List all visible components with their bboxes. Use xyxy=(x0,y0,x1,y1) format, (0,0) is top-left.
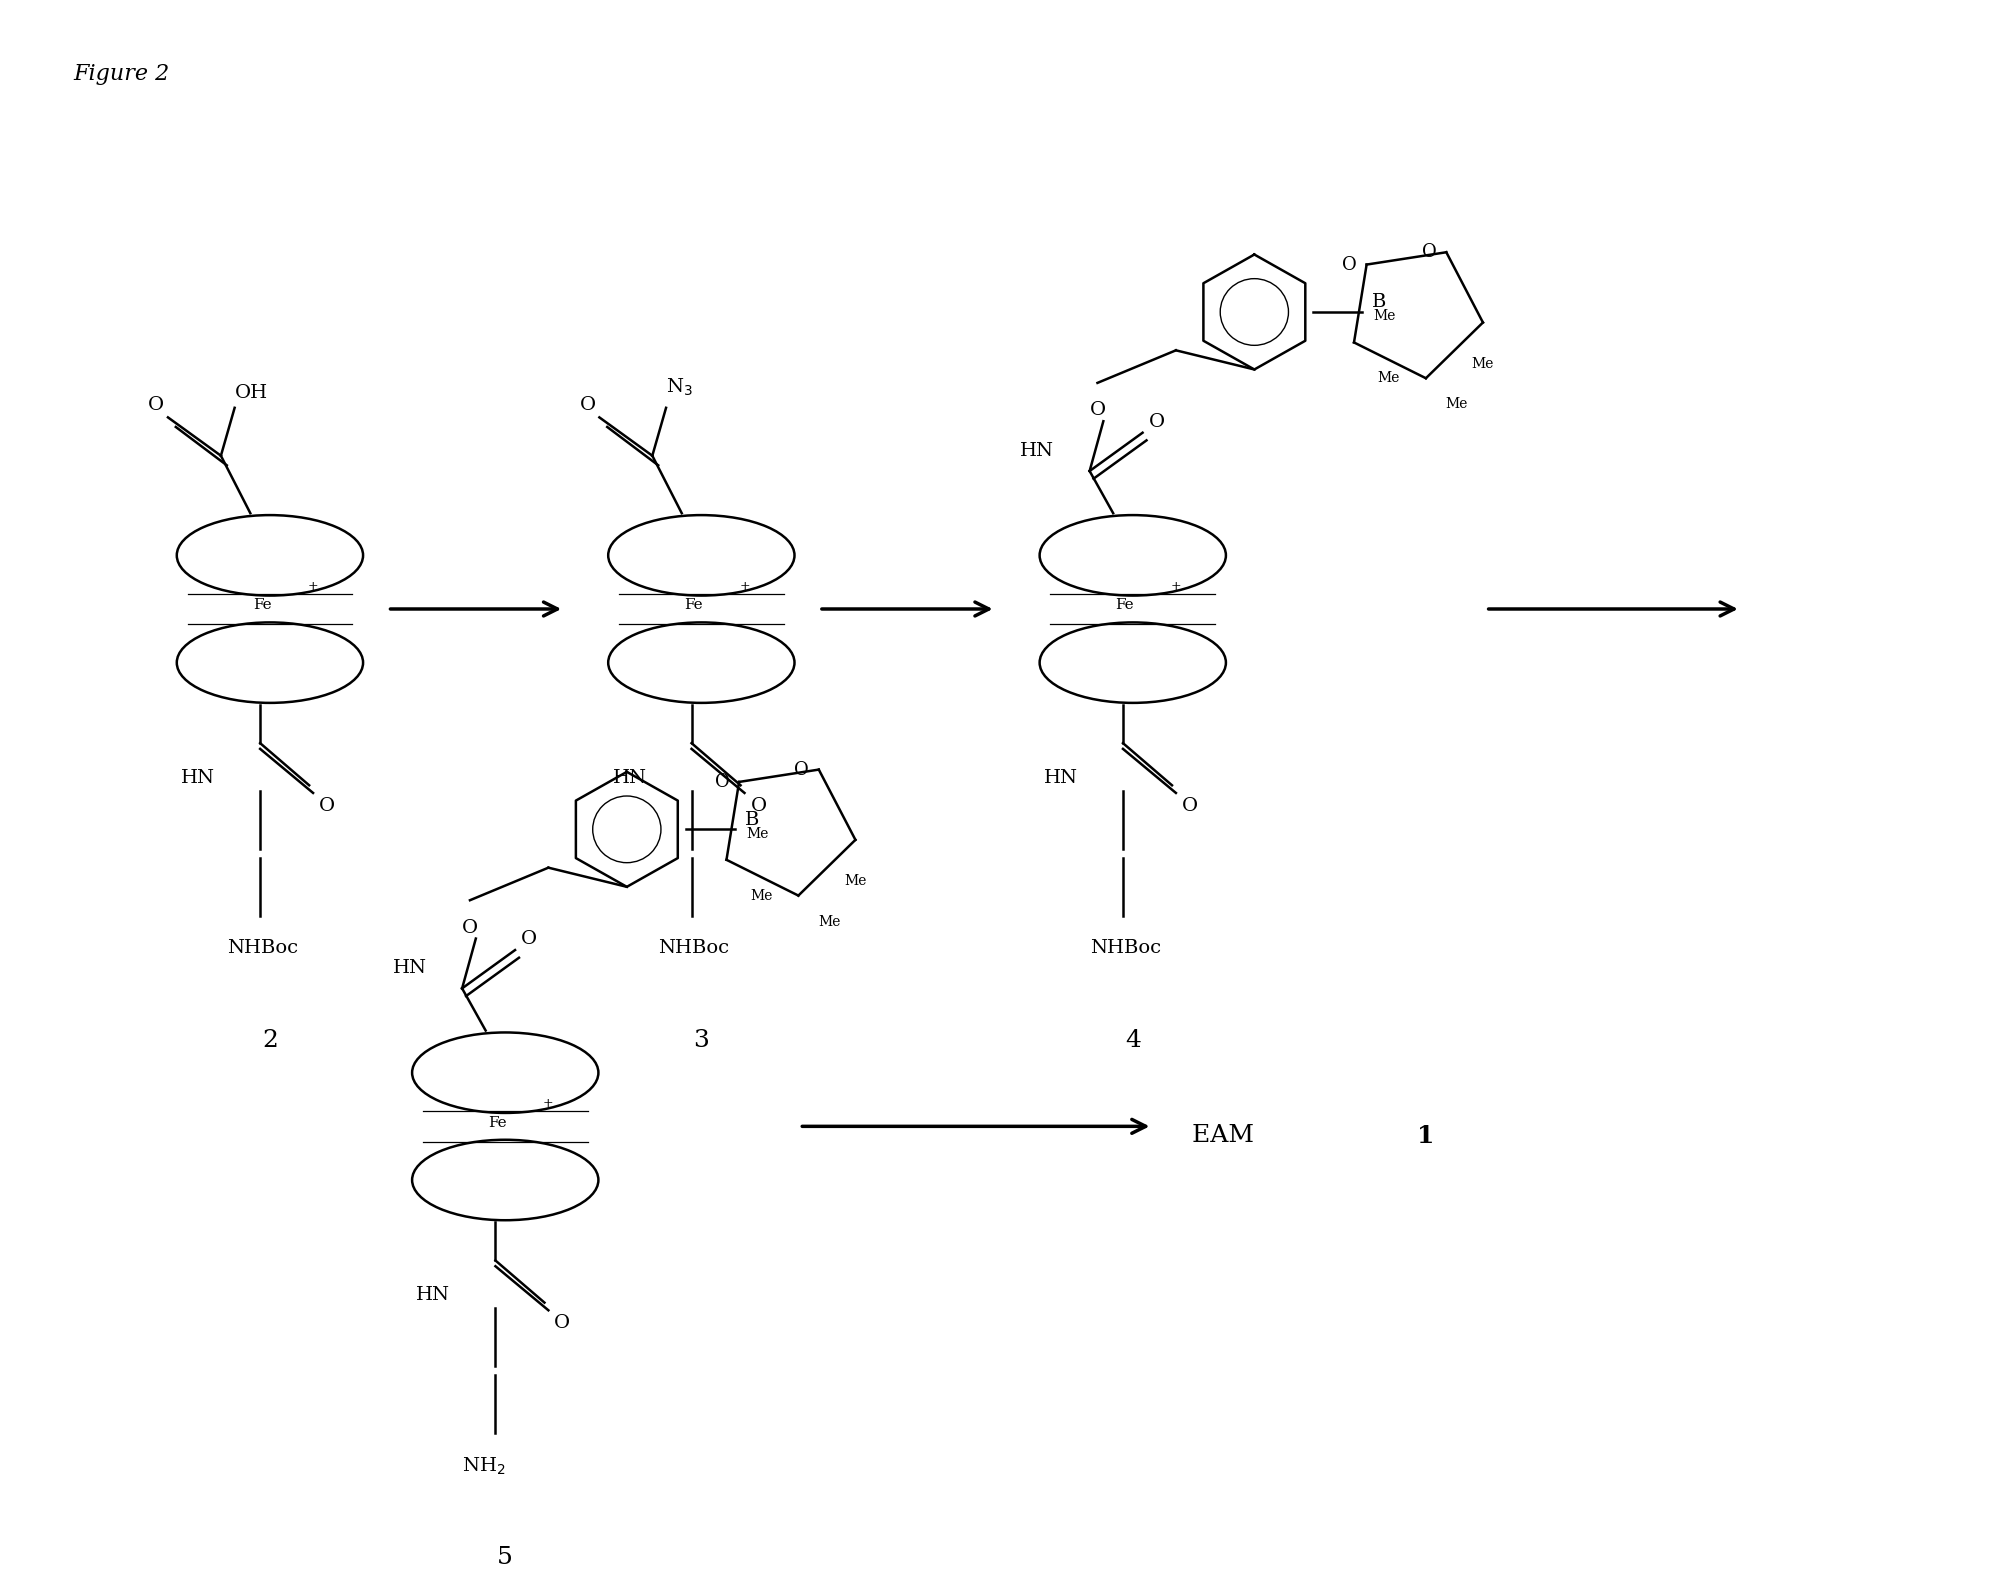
Text: Fe: Fe xyxy=(685,598,703,612)
Text: Me: Me xyxy=(818,914,840,929)
Text: Me: Me xyxy=(1378,372,1400,384)
Text: B: B xyxy=(1372,293,1386,312)
Text: Figure 2: Figure 2 xyxy=(74,63,169,85)
Text: HN: HN xyxy=(1043,769,1077,786)
Text: O: O xyxy=(1089,402,1105,419)
Text: O: O xyxy=(1183,797,1199,815)
Text: Me: Me xyxy=(1374,310,1396,323)
Text: Me: Me xyxy=(747,827,769,840)
Text: +: + xyxy=(739,579,751,593)
Text: +: + xyxy=(309,579,319,593)
Text: B: B xyxy=(745,810,759,829)
Text: 3: 3 xyxy=(693,1028,709,1052)
Text: Me: Me xyxy=(844,875,866,889)
Text: O: O xyxy=(522,930,538,948)
Text: O: O xyxy=(751,797,767,815)
Text: O: O xyxy=(1422,244,1438,261)
Text: O: O xyxy=(462,919,478,937)
Text: +: + xyxy=(1171,579,1181,593)
Text: 1: 1 xyxy=(1418,1123,1434,1149)
Text: O: O xyxy=(794,761,808,778)
Text: HN: HN xyxy=(1019,441,1055,459)
Text: NH$_2$: NH$_2$ xyxy=(462,1455,506,1478)
Text: 2: 2 xyxy=(263,1028,279,1052)
Text: HN: HN xyxy=(181,769,215,786)
Text: O: O xyxy=(147,396,163,413)
Text: O: O xyxy=(553,1315,569,1332)
Text: O: O xyxy=(579,396,595,413)
Text: Fe: Fe xyxy=(1115,598,1135,612)
Text: OH: OH xyxy=(235,384,267,402)
Text: O: O xyxy=(1149,413,1165,430)
Text: NHBoc: NHBoc xyxy=(227,938,299,957)
Text: Fe: Fe xyxy=(253,598,271,612)
Text: O: O xyxy=(1342,256,1356,274)
Text: Me: Me xyxy=(751,889,773,903)
Text: 5: 5 xyxy=(498,1546,514,1569)
Text: EAM: EAM xyxy=(1191,1125,1262,1147)
Text: HN: HN xyxy=(613,769,647,786)
Text: HN: HN xyxy=(392,959,426,978)
Text: NHBoc: NHBoc xyxy=(659,938,729,957)
Text: Fe: Fe xyxy=(488,1115,508,1130)
Text: Me: Me xyxy=(1471,358,1493,370)
Text: Me: Me xyxy=(1445,397,1467,411)
Text: NHBoc: NHBoc xyxy=(1089,938,1161,957)
Text: 4: 4 xyxy=(1125,1028,1141,1052)
Text: HN: HN xyxy=(416,1286,450,1304)
Text: +: + xyxy=(544,1096,553,1111)
Text: O: O xyxy=(319,797,334,815)
Text: O: O xyxy=(715,774,729,791)
Text: N$_3$: N$_3$ xyxy=(667,377,693,399)
